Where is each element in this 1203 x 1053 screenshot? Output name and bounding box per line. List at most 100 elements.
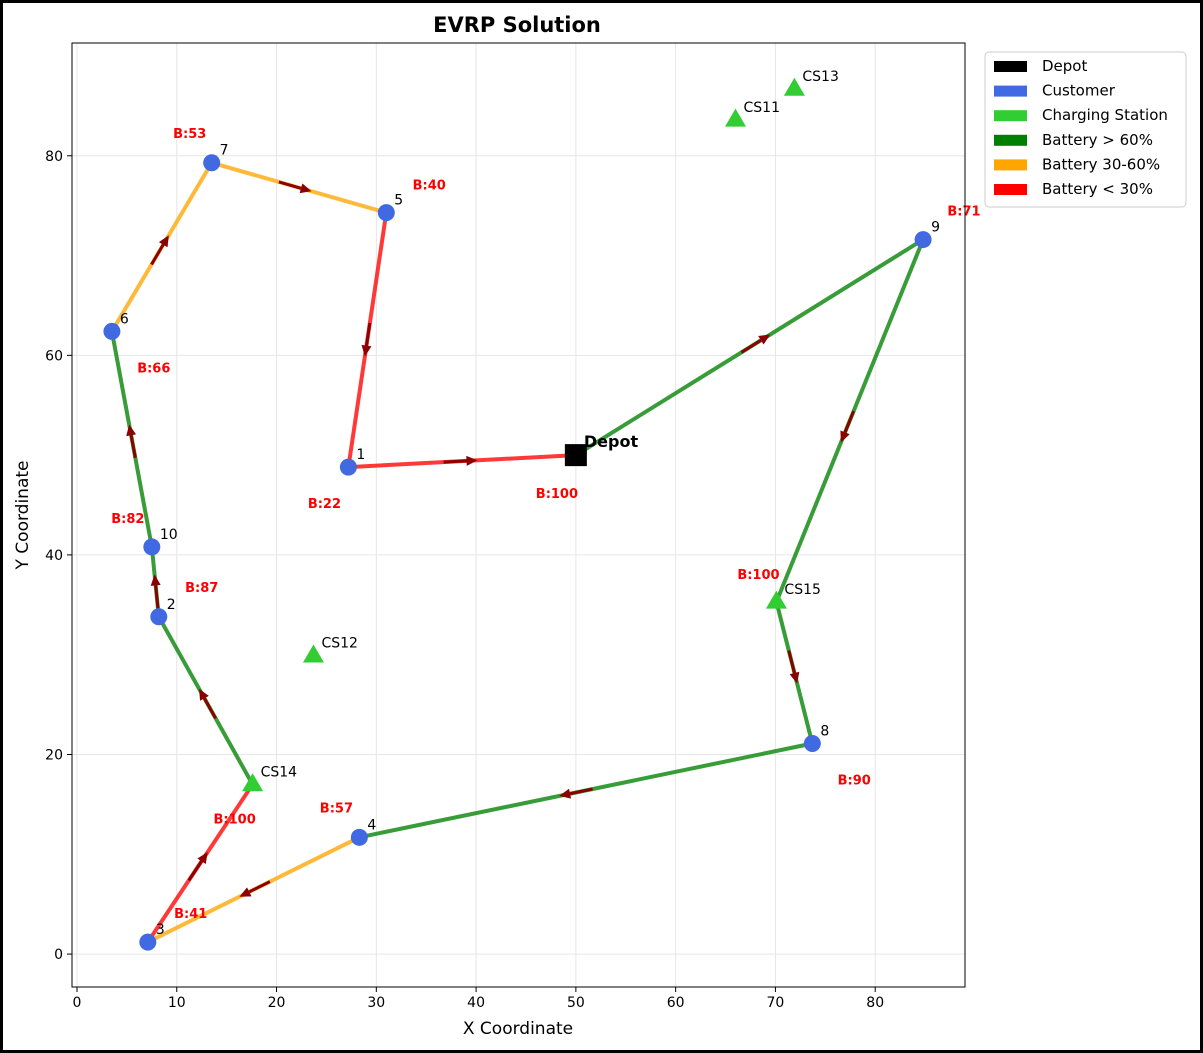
y-tick-label: 80 (45, 149, 63, 165)
legend-label: Battery 30-60% (1042, 155, 1160, 173)
customer-marker (803, 735, 821, 753)
charging-station-marker (783, 77, 805, 96)
x-tick-label: 60 (667, 995, 685, 1011)
route-arrow-shaft (154, 585, 160, 609)
battery-level-label: B:100 (214, 812, 256, 827)
route-arrow-head (840, 430, 850, 443)
x-tick-label: 40 (467, 995, 485, 1011)
y-tick-label: 0 (54, 947, 63, 963)
route-arrow-shaft (787, 650, 796, 674)
x-tick-label: 30 (367, 995, 385, 1011)
y-tick-label: 40 (45, 548, 63, 564)
battery-level-label: B:66 (137, 361, 170, 376)
route-arrow-head (789, 671, 800, 684)
customer-marker (139, 933, 157, 951)
battery-level-label: B:53 (173, 127, 206, 142)
legend-swatch (994, 134, 1027, 146)
route-arrow-shaft (248, 880, 271, 894)
route-arrow-shaft (443, 459, 467, 464)
chart-title: EVRP Solution (433, 13, 601, 37)
route-arrow-shaft (569, 787, 593, 796)
y-tick-label: 60 (45, 348, 63, 364)
charging-station-marker (302, 644, 324, 663)
x-tick-label: 20 (268, 995, 286, 1011)
battery-level-label: B:87 (185, 581, 218, 596)
customer-label: 6 (120, 311, 129, 327)
route-arrow-head (199, 688, 209, 701)
x-tick-label: 70 (767, 995, 785, 1011)
route-arrow-head (758, 334, 771, 345)
legend-swatch (994, 184, 1027, 195)
route-arrow-head (299, 183, 312, 194)
battery-level-label: B:57 (320, 801, 353, 816)
route-arrow-shaft (187, 860, 203, 882)
customer-label: 7 (220, 143, 229, 159)
route-arrow-head (466, 455, 478, 466)
plot-area-border (71, 42, 966, 988)
charging-station-label: CS15 (784, 582, 820, 598)
legend-swatch (994, 159, 1027, 171)
evrp-chart: EVRP Solution Depot 1 2 3 4 5 6 7 8 9 10 CS11 CS12 CS… (13, 13, 1187, 1039)
customer-label: 5 (394, 193, 403, 209)
battery-level-label: B:100 (536, 487, 578, 502)
customer-marker (339, 458, 357, 476)
depot-label: Depot (584, 432, 639, 451)
legend-label: Customer (1042, 82, 1116, 100)
route-arrows (126, 180, 856, 897)
route-arrow-head (126, 424, 137, 437)
customer-marker (143, 538, 161, 556)
x-tick-label: 50 (567, 995, 585, 1011)
customer-label: 9 (931, 220, 940, 236)
battery-level-label: B:71 (947, 205, 980, 220)
route-arrow-shaft (278, 180, 302, 190)
charging-station-label: CS13 (802, 69, 838, 85)
battery-level-label: B:100 (737, 568, 779, 583)
battery-level-label: B:41 (174, 907, 207, 922)
y-axis-ticks: 0 20 40 60 80 (45, 149, 72, 963)
node-markers (103, 77, 932, 951)
customer-marker (203, 154, 221, 172)
legend-label: Battery > 60% (1042, 131, 1153, 149)
battery-labels: B:100 B:71 B:100 B:90 B:57 B:41 B:100 B:87 B:82 B… (111, 127, 980, 922)
charging-station-marker (765, 590, 787, 609)
customer-label: 3 (156, 922, 165, 938)
route-arrow-shaft (843, 410, 856, 433)
route-arrow-head (197, 852, 208, 864)
route-arrow-head (559, 788, 572, 799)
legend-label: Charging Station (1042, 106, 1168, 124)
route-arrow-head (239, 887, 252, 897)
legend-label: Depot (1042, 57, 1087, 75)
legend-swatch (994, 85, 1027, 97)
legend: Depot Customer Charging Station Battery > 6… (984, 51, 1187, 208)
legend-label: Battery < 30% (1042, 180, 1153, 198)
route-arrow-shaft (129, 434, 137, 459)
x-tick-label: 80 (866, 995, 884, 1011)
route-arrow-shaft (364, 322, 372, 346)
charging-station-marker (242, 773, 264, 792)
charging-station-label: CS11 (744, 100, 780, 116)
x-axis-label: X Coordinate (463, 1019, 573, 1039)
depot-marker (564, 444, 587, 467)
customer-marker (914, 231, 932, 249)
customer-marker (377, 204, 395, 222)
charging-station-label: CS14 (261, 764, 298, 780)
node-labels: Depot 1 2 3 4 5 6 7 8 9 10 CS11 CS12 CS13 CS14 CS15 (120, 69, 940, 938)
battery-level-label: B:40 (413, 179, 446, 194)
route-arrow-head (150, 574, 161, 586)
route-arrow-shaft (740, 338, 762, 354)
customer-label: 10 (160, 527, 178, 543)
customer-marker (150, 608, 168, 626)
customer-marker (103, 322, 121, 340)
customer-label: 1 (356, 447, 365, 463)
route-arrow-head (158, 235, 169, 248)
customer-label: 8 (820, 724, 829, 740)
charging-station-marker (725, 108, 747, 127)
y-axis-label: Y Coordinate (13, 461, 33, 571)
battery-level-label: B:22 (308, 497, 341, 512)
customer-marker (350, 828, 368, 846)
charging-station-label: CS12 (321, 636, 357, 652)
battery-level-label: B:82 (111, 512, 144, 527)
legend-box (984, 51, 1187, 208)
customer-label: 2 (167, 597, 176, 613)
y-tick-label: 20 (45, 747, 63, 763)
